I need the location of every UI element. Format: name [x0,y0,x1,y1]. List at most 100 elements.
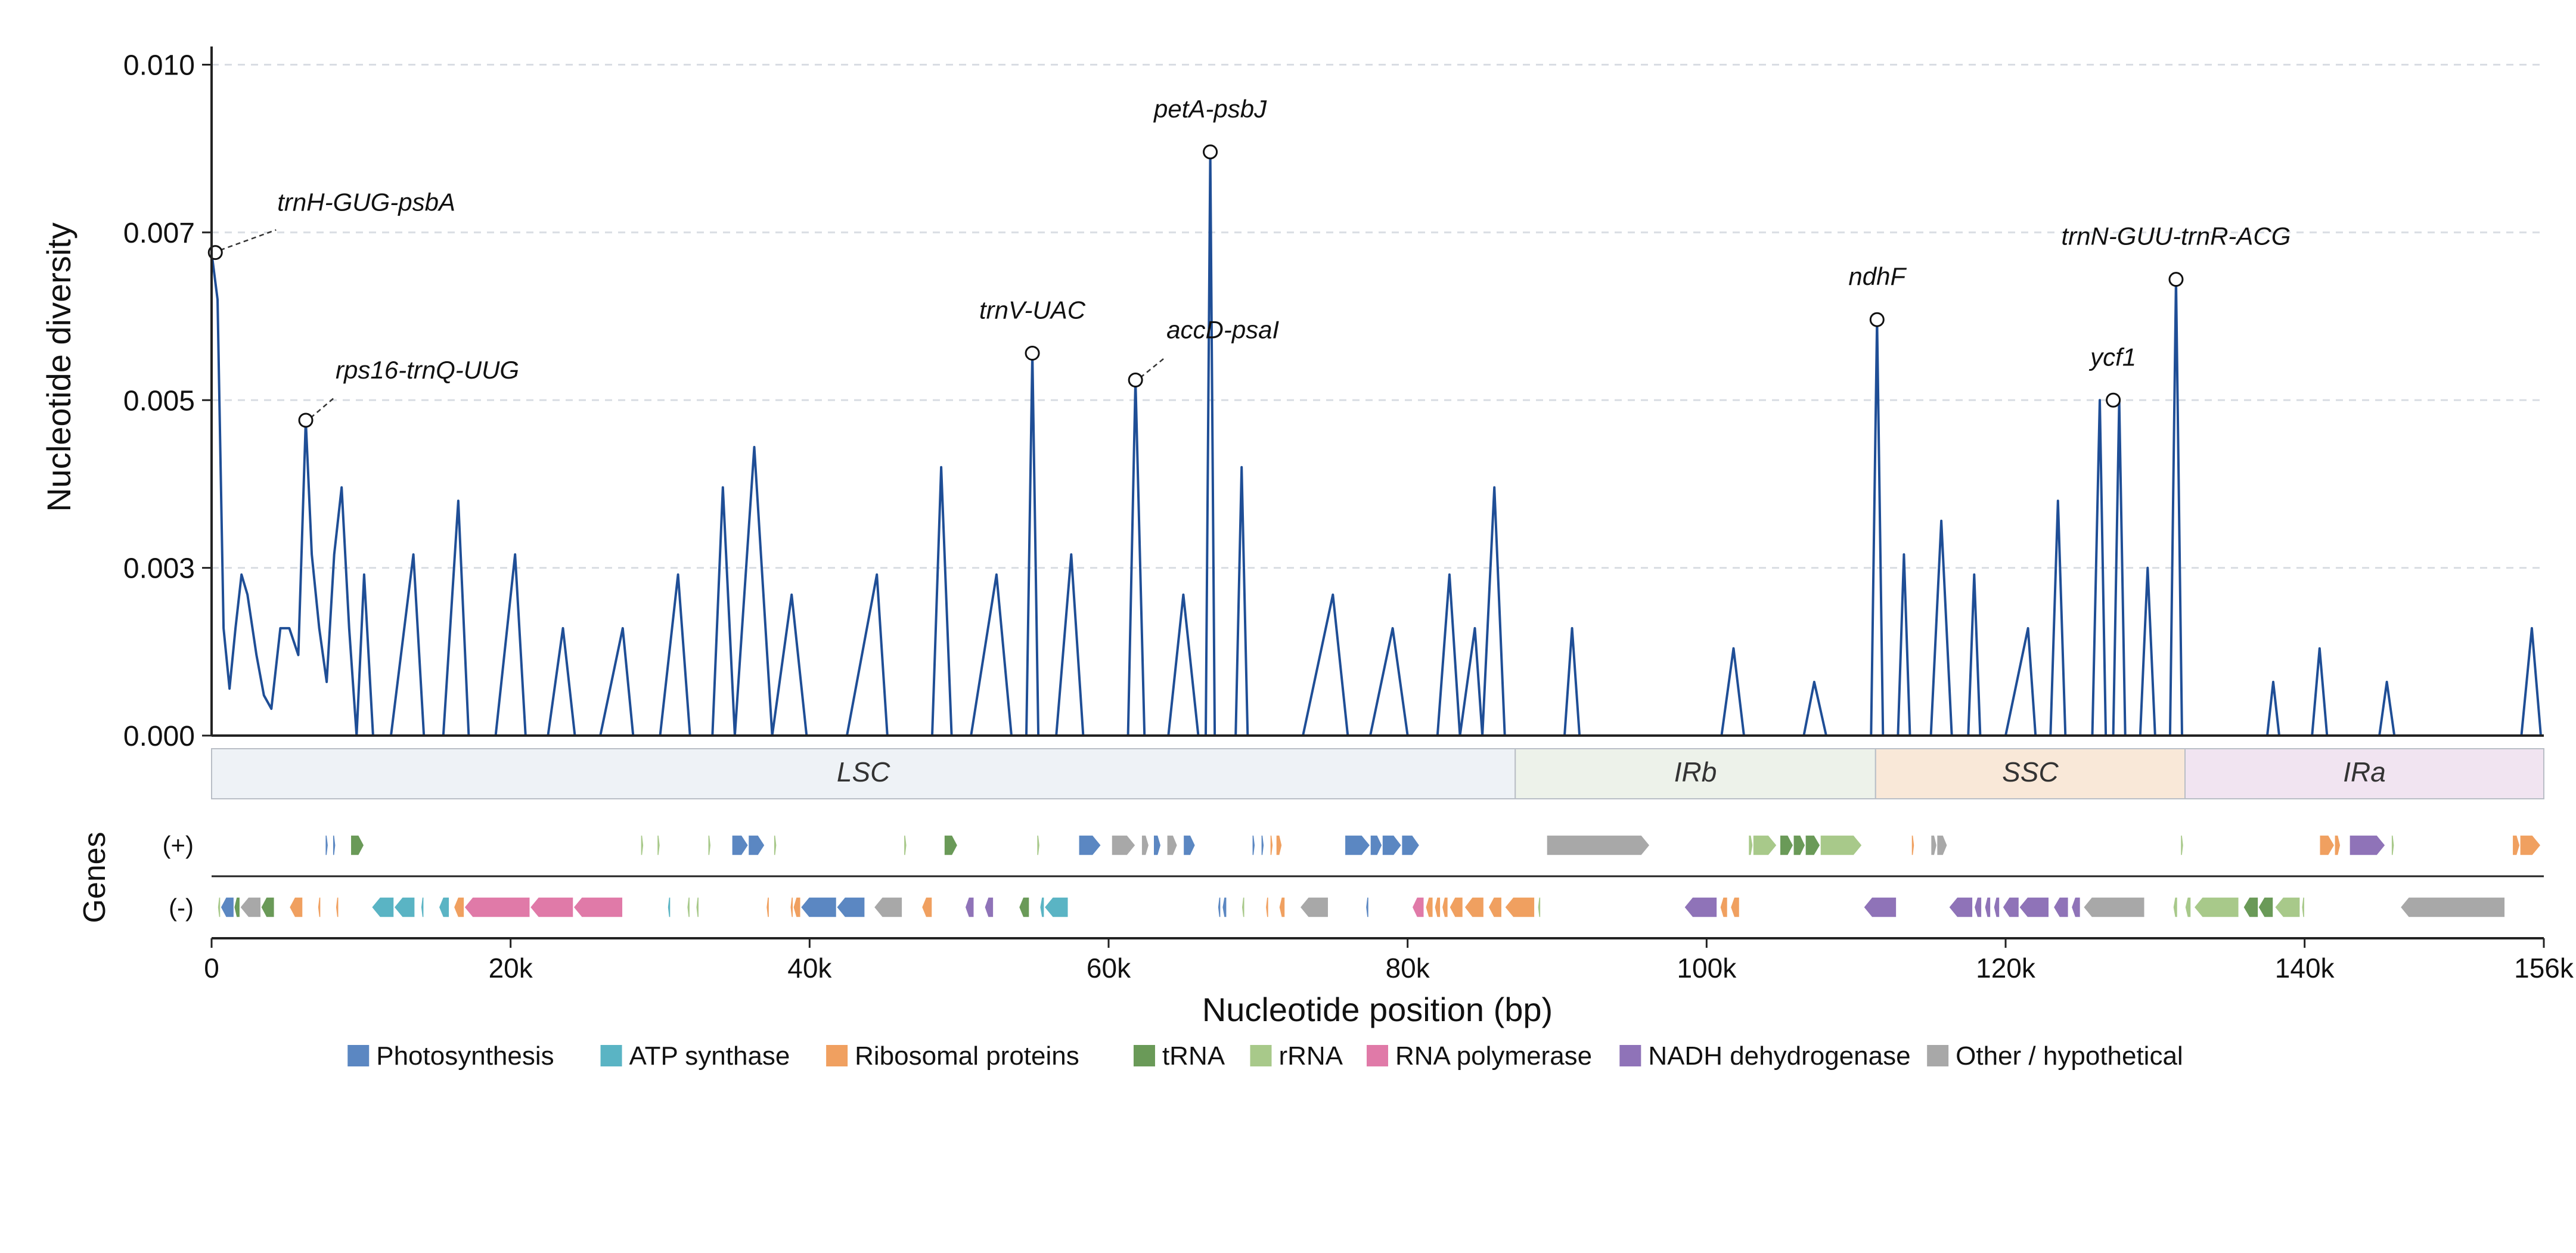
gene-minus [1018,897,1030,918]
gene-minus [1449,897,1464,918]
gene-minus [335,897,339,918]
gene-plus [1748,835,1753,856]
gene-plus [903,835,908,856]
gene-plus [1261,835,1265,856]
gene-plus [656,835,661,856]
gene-plus [1275,835,1283,856]
x-tick-label: 0 [204,953,219,984]
gene-plus [707,835,712,856]
legend-swatch [600,1045,622,1066]
genome-regions: LSC IRb SSC IRa [211,748,2544,799]
gene-plus [731,835,749,856]
peak-label: rps16-trnQ-UUG [336,356,519,384]
gene-minus [1278,897,1286,918]
gene-plus [944,835,958,856]
gene-plus [1153,835,1162,856]
gene-minus [317,897,321,918]
gene-minus [984,897,994,918]
x-axis: 0 20k 40k 60k 80k 100k 120k 140k 156k [204,937,2574,984]
gene-minus [1683,897,1718,918]
legend-swatch [1133,1045,1155,1066]
y-tick-label: 0.010 [123,50,195,82]
gene-minus [438,897,450,918]
gene-minus [2184,897,2192,918]
peak-label: ndhF [1848,262,1907,290]
gene-minus [964,897,974,918]
x-tick-label: 40k [787,953,832,984]
gene-minus [1993,897,2000,918]
legend-entry: rRNA [1278,1041,1343,1071]
gene-minus [1299,897,1329,918]
gene-plus [1111,835,1137,856]
region-box [1514,748,1876,799]
x-tick-label: 80k [1386,953,1430,984]
legend-entry: Photosynthesis [376,1041,554,1071]
gene-tracks: (+) (-) [163,831,2544,922]
peak-annotations: trnH-GUG-psbA rps16-trnQ-UUG trnV-UAC accD-… [207,95,2291,428]
gene-minus [695,897,700,918]
legend: Photosynthesis ATP synthase Ribosomal prot… [347,1041,2183,1071]
gene-minus [1464,897,1485,918]
gene-minus [667,897,671,918]
gene-minus [217,897,221,918]
peak-label: accD-psaI [1166,315,1279,343]
strand-minus-label: (-) [169,894,194,922]
gene-plus [1370,835,1383,856]
legend-entry: Other / hypothetical [1956,1041,2183,1071]
gene-plus [640,835,644,856]
gene-minus [1241,897,1246,918]
gene-minus [1217,897,1221,918]
gene-minus [2071,897,2081,918]
legend-entry: tRNA [1162,1041,1225,1071]
gene-plus [1036,835,1041,856]
peak-label: ycf1 [2088,343,2136,371]
gene-minus [288,897,303,918]
legend-entry: Ribosomal proteins [855,1041,1079,1071]
gene-minus [921,897,933,918]
peak-leader [219,229,277,251]
gene-plus [1166,835,1178,856]
gene-minus [463,897,531,918]
gene-minus [233,897,241,918]
y-tick-label: 0.000 [123,721,195,752]
genes-label: Genes [77,832,112,923]
y-tick-label: 0.005 [123,385,195,417]
gene-plus [332,835,336,856]
gene-minus [686,897,691,918]
peak-leader [310,397,335,418]
gene-minus [1044,897,1069,918]
gene-minus [836,897,865,918]
peak-label: trnH-GUG-psbA [277,188,455,216]
legend-entry: ATP synthase [629,1041,790,1071]
gene-minus [2193,897,2240,918]
gene-plus [1793,835,1806,856]
region-label: IRb [1674,756,1717,787]
gene-minus [1365,897,1370,918]
gene-plus [1546,835,1650,856]
gene-plus [1344,835,1371,856]
gene-minus [420,897,424,918]
gene-plus [2391,835,2395,856]
peak-leader [1140,356,1166,379]
x-tick-label: 156k [2514,953,2574,984]
peak-marker [2106,392,2121,408]
axes: 0.000 0.003 0.005 0.007 0.010 [123,46,2544,752]
gene-minus [260,897,275,918]
gene-plus [1930,835,1938,856]
gene-plus [1252,835,1256,856]
peak-label: trnV-UAC [979,296,1086,324]
gene-plus [1382,835,1402,856]
gene-minus [1720,897,1728,918]
gene-plus [1183,835,1196,856]
gene-minus [529,897,574,918]
gene-plus [324,835,329,856]
gene-minus [2301,897,2305,918]
region-label: SSC [2002,756,2059,787]
x-tick-label: 60k [1087,953,1131,984]
gene-minus [371,897,395,918]
gene-minus [453,897,465,918]
y-axis-label: Nucleotide diversity [40,222,77,512]
peak-marker [2168,272,2184,287]
legend-swatch [1927,1045,1949,1066]
gene-plus [773,835,777,856]
